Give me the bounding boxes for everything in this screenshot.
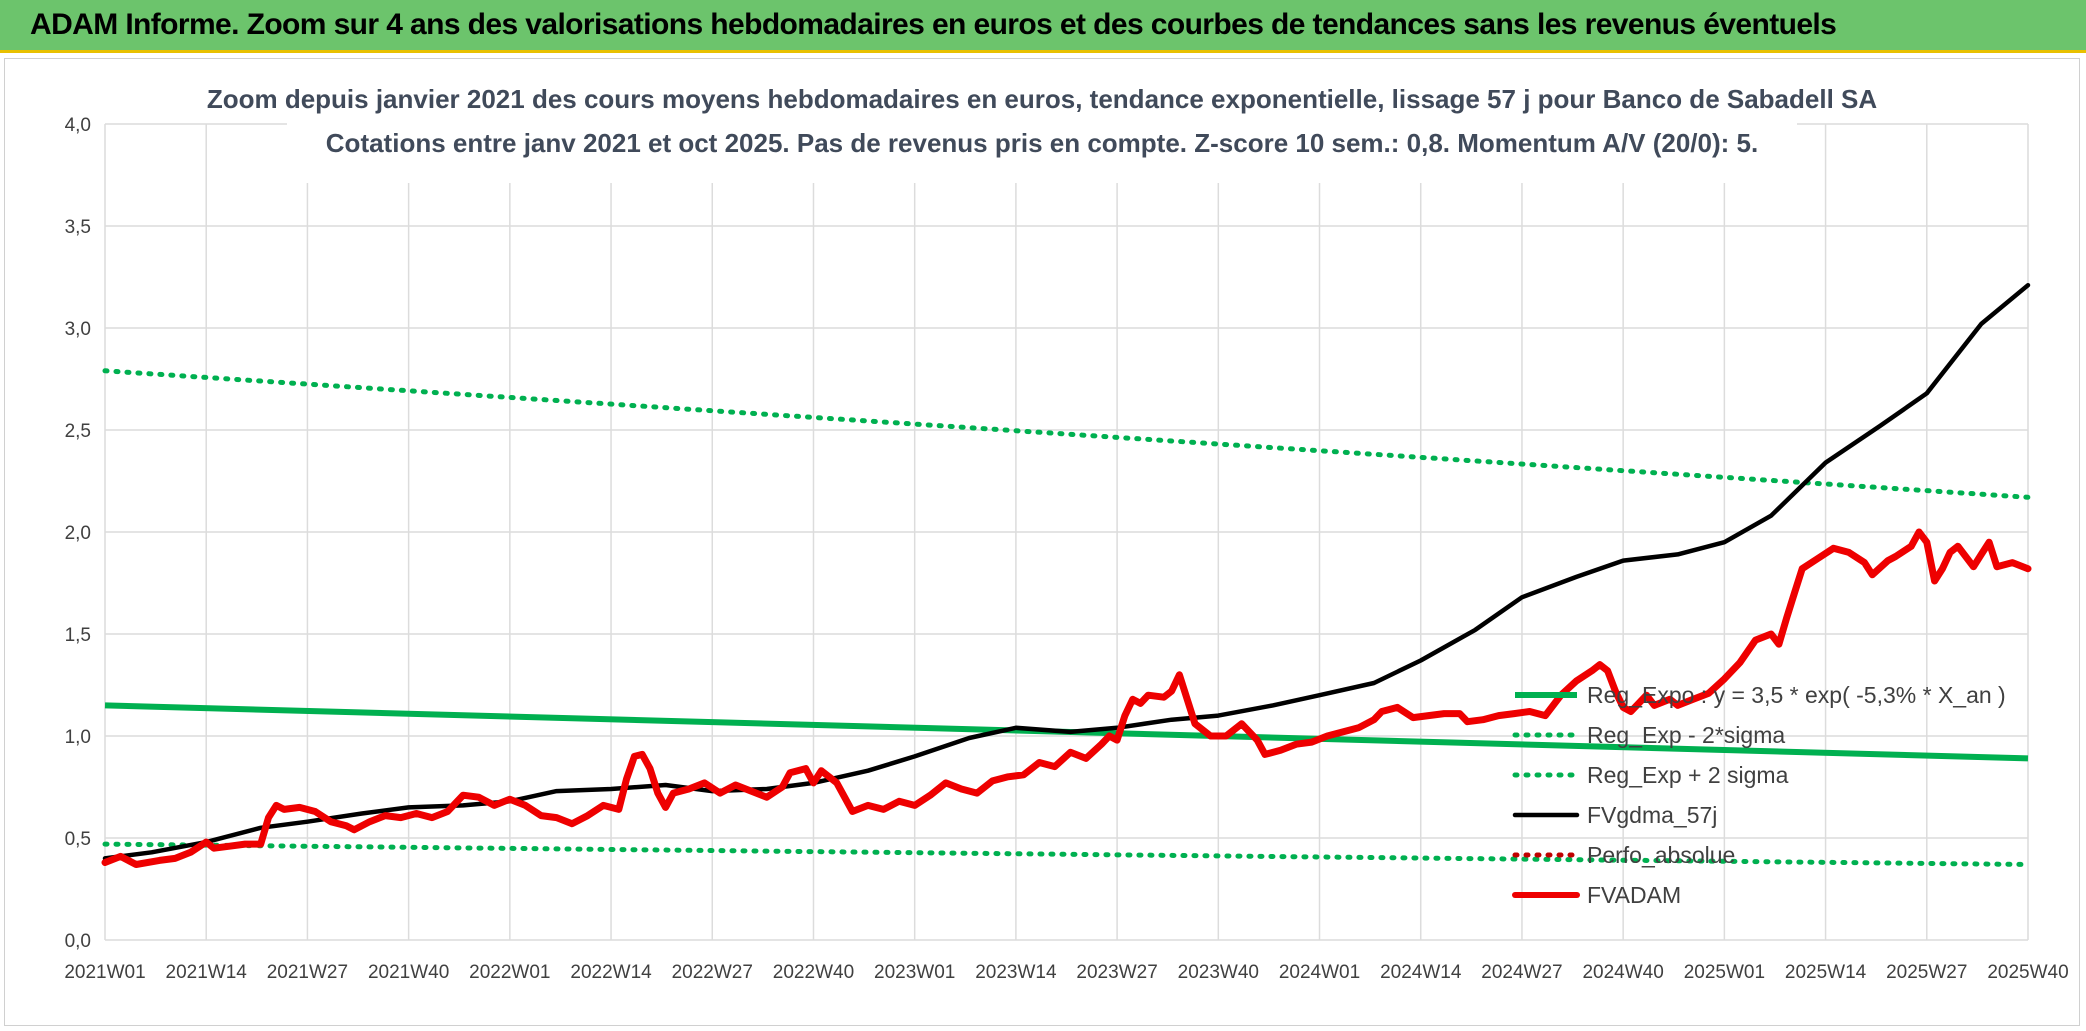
title-background [287,79,1797,183]
legend-label: FVADAM [1587,882,1681,908]
y-axis-ticks: 0,0 0,5 1,0 1,5 2,0 2,5 3,0 3,5 4,0 [65,115,91,952]
x-tick-label: 2022W14 [570,962,652,983]
series [101,282,2032,868]
chart-frame: 0,0 0,5 1,0 1,5 2,0 2,5 3,0 3,5 4,0 2021W01 2021W… [4,58,2080,1026]
x-tick-label: 2021W27 [267,962,348,983]
y-tick-label: 2,0 [65,523,91,544]
x-tick-label: 2021W01 [64,962,145,983]
y-tick-label: 0,0 [65,931,91,952]
x-tick-label: 2024W40 [1582,962,1663,983]
x-tick-label: 2025W01 [1684,962,1765,983]
header-bar: ADAM Informe. Zoom sur 4 ans des valoris… [0,0,2086,53]
grid [104,123,2029,941]
legend-label: Reg_Exp - 2*sigma [1587,722,1785,748]
legend-label: Reg_Exp + 2 sigma [1587,762,1789,788]
y-tick-label: 1,0 [65,727,91,748]
chart: 0,00,51,01,52,02,53,03,54,0 2021W01 2021W… [64,79,2069,983]
y-tick-label: 4,0 [65,115,91,136]
chart-title-line1: Zoom depuis janvier 2021 des cours moyen… [207,84,1878,114]
x-tick-label: 2024W01 [1279,962,1360,983]
series-line-fvgdma-57j [102,282,2031,861]
x-axis-ticks: 2021W01 2021W14 2021W27 2021W40 2022W01 2022W… [64,962,2068,983]
x-tick-label: 2022W01 [469,962,550,983]
x-tick-label: 2025W40 [1987,962,2068,983]
x-tick-label: 2024W14 [1380,962,1462,983]
x-tick-label: 2023W14 [975,962,1057,983]
legend-label: Perfo_absolue [1587,842,1735,868]
x-tick-label: 2025W14 [1785,962,1867,983]
page-title: ADAM Informe. Zoom sur 4 ans des valoris… [30,8,1837,41]
x-tick-label: 2023W01 [874,962,955,983]
y-tick-label: 0,5 [65,829,91,850]
y-tick-label: 1,5 [65,625,91,646]
y-tick-label: 2,5 [65,421,91,442]
x-tick-label: 2024W27 [1481,962,1562,983]
series-line-reg-exp-2-sigma [102,368,2031,500]
chart-title-line2: Cotations entre janv 2021 et oct 2025. P… [326,128,1758,158]
x-tick-label: 2021W14 [166,962,248,983]
legend-label: FVgdma_57j [1587,802,1717,828]
series-line-fvadam [101,528,2032,868]
x-tick-label: 2023W40 [1178,962,1259,983]
y-tick-label: 3,0 [65,319,91,340]
legend: Reg_Expo : y = 3,5 * exp( -5,3% * X_an )… [1512,682,2006,908]
y-tick-label: 3,5 [65,217,91,238]
series-line-reg-exp-2-sigma [102,841,2031,867]
x-tick-label: 2025W27 [1886,962,1967,983]
x-tick-label: 2021W40 [368,962,449,983]
legend-label: Reg_Expo : y = 3,5 * exp( -5,3% * X_an ) [1587,682,2006,708]
x-tick-label: 2022W40 [773,962,854,983]
x-tick-label: 2022W27 [672,962,753,983]
x-tick-label: 2023W27 [1076,962,1157,983]
